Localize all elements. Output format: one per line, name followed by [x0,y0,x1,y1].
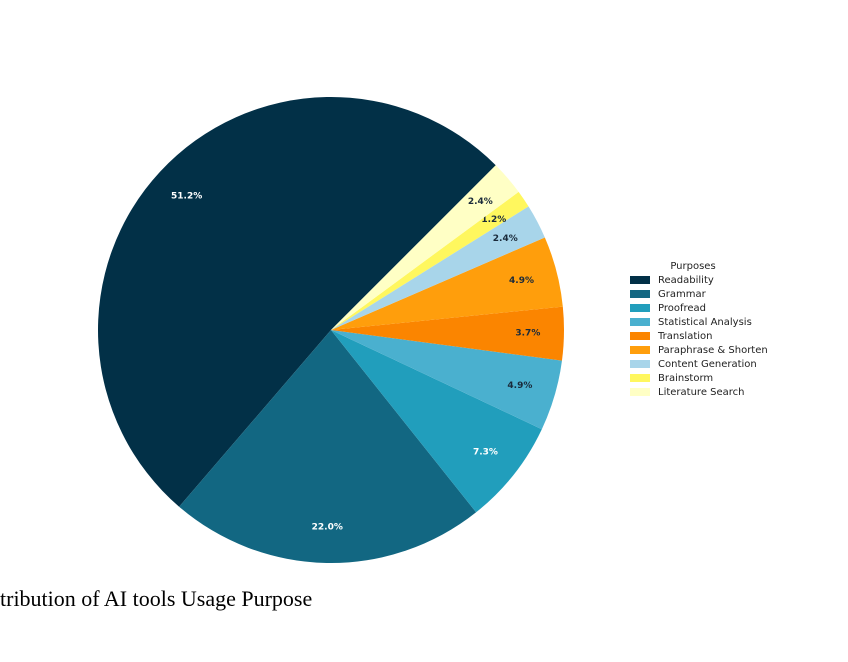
pie-slice [98,97,496,507]
pie-slice [331,306,564,361]
slice-label: 4.9% [507,381,532,391]
slice-label: 1.2% [481,215,506,225]
slice-label: 3.7% [515,329,540,339]
legend-label: Brainstorm [658,373,713,384]
pie-slice [331,206,545,330]
legend-swatch [630,360,650,368]
slice-label: 51.2% [171,192,202,202]
slice-label: 22.0% [312,522,343,532]
pie-slice [179,330,477,563]
legend-label: Grammar [658,289,707,300]
legend-label: Readability [658,275,714,286]
legend-swatch [630,374,650,382]
legend-swatch [630,318,650,326]
legend-swatch [630,304,650,312]
pie-slice [331,165,519,330]
pie-slice [331,330,562,430]
pie-slice [331,237,563,330]
slice-label: 2.4% [468,197,493,207]
chart-title: tribution of AI tools Usage Purpose [0,586,312,611]
legend-label: Paraphrase & Shorten [658,345,768,356]
legend-swatch [630,346,650,354]
legend-swatch [630,332,650,340]
legend-swatch [630,290,650,298]
legend-label: Statistical Analysis [658,317,752,328]
legend-title: Purposes [670,261,715,272]
slice-label: 2.4% [493,234,518,244]
slice-label: 4.9% [509,276,534,286]
pie-slice [331,330,542,513]
legend-swatch [630,276,650,284]
legend-label: Literature Search [658,387,745,398]
slice-label: 7.3% [473,448,498,458]
legend-label: Proofread [658,303,706,314]
pie-slice [331,191,529,330]
legend-swatch [630,388,650,396]
legend-label: Content Generation [658,359,757,370]
legend-label: Translation [657,331,713,342]
